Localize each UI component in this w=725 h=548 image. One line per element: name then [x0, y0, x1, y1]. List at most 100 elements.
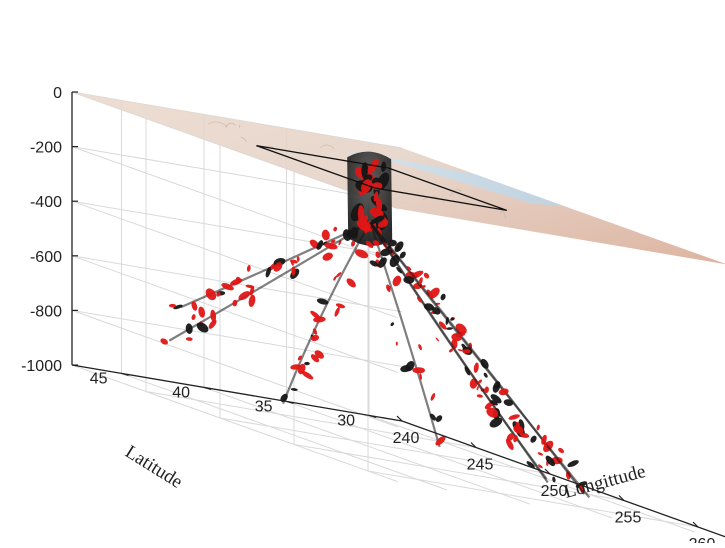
region-box — [256, 144, 508, 212]
grid-line — [219, 417, 551, 475]
plume-fragment — [508, 414, 520, 420]
grid-line — [367, 470, 699, 528]
grid-line — [71, 309, 398, 428]
plume-fragment — [542, 439, 547, 447]
plume-fragment — [400, 365, 411, 373]
plume-fragment — [390, 249, 393, 254]
plume-arm — [369, 221, 441, 448]
plume-fragment — [290, 364, 301, 370]
plume-fragment — [191, 314, 196, 321]
y-tick-label: 35 — [255, 398, 273, 415]
y-tick-mark — [121, 372, 129, 376]
plume-fragment — [208, 319, 217, 329]
z-tick-label: -800 — [30, 303, 62, 320]
plume-fragment — [238, 291, 251, 301]
plume-fragment — [503, 399, 514, 406]
plume-fragment — [387, 245, 391, 249]
plume-fragment — [476, 394, 483, 398]
z-tick-label: -200 — [30, 140, 62, 157]
grid-line — [71, 200, 403, 258]
y-axis — [71, 364, 403, 422]
plume-fragment — [432, 307, 441, 315]
plume-fragment — [185, 337, 193, 341]
plume-fragment — [446, 327, 453, 330]
plume-fragment — [373, 215, 385, 223]
plume-fragment — [489, 417, 503, 428]
plume-arm — [168, 221, 371, 342]
plume-fragment — [312, 328, 318, 335]
plume-fragment — [351, 240, 356, 247]
plume-fragment — [545, 455, 555, 467]
plume-fragment — [290, 261, 294, 266]
plume-fragment — [506, 433, 515, 442]
x-tick-mark — [470, 442, 477, 448]
plume-fragment — [334, 307, 340, 317]
surface-relief — [320, 144, 335, 149]
plume-fragment — [346, 278, 356, 288]
plume-fragment — [316, 298, 329, 305]
z-tick-label: -400 — [30, 194, 62, 211]
plume-fragment — [484, 386, 489, 394]
plume-fragment — [519, 432, 530, 438]
plume-fragment — [477, 379, 483, 384]
plume-fragment — [375, 251, 381, 259]
plume-fragment — [450, 317, 455, 321]
z-tick-label: -600 — [30, 249, 62, 266]
grid-line — [145, 391, 477, 448]
plume-fragment — [196, 322, 209, 333]
plume-fragment — [513, 425, 524, 434]
surface-sea — [345, 149, 565, 207]
plume-arm — [282, 221, 372, 405]
plume-fragment — [185, 323, 193, 334]
x-tick-mark — [692, 521, 699, 528]
plume-fragment — [416, 296, 422, 303]
plume-fragment — [321, 229, 330, 241]
grid-line — [71, 364, 398, 483]
plume-fragment — [435, 337, 439, 342]
z-tick-label: -1000 — [21, 358, 62, 375]
plume-fragment — [350, 227, 359, 239]
plume-fragment — [236, 276, 242, 282]
plume-fragment — [418, 344, 422, 351]
plume-fragment — [160, 338, 168, 345]
plume-fragment — [361, 224, 371, 232]
plume-fragment — [375, 197, 383, 211]
region-box-outline — [256, 144, 508, 212]
z-tick-label: 0 — [53, 85, 62, 102]
plume-fragment — [430, 393, 436, 401]
plume-fragment — [291, 266, 296, 276]
y-tick-mark — [286, 400, 294, 404]
x-tick-label: 245 — [467, 457, 494, 474]
plume-fragment — [419, 373, 422, 381]
plume-fragment — [440, 293, 446, 301]
grid-line — [286, 400, 613, 519]
plume-fragment — [248, 294, 256, 307]
plume-fragment — [552, 476, 556, 483]
plume-fragment — [387, 285, 391, 290]
plume-fragment — [324, 242, 338, 250]
plume-fragment — [362, 215, 369, 224]
plume-fragment — [537, 452, 543, 456]
plume-fragment — [373, 240, 380, 246]
x-tick-mark — [544, 468, 551, 475]
surface-relief — [422, 196, 440, 201]
plume-arm — [369, 221, 549, 484]
plume-fragment — [280, 393, 288, 403]
plume-fragment — [333, 275, 337, 281]
plume-fragment — [365, 241, 374, 248]
plume-fragment — [558, 447, 565, 454]
plume-fragment — [461, 343, 467, 350]
grid-line — [203, 386, 530, 505]
y-axis-label: Latitude — [121, 441, 186, 492]
plume-fragment — [322, 252, 333, 261]
plume-fragment — [421, 285, 426, 289]
plume-fragment — [249, 286, 255, 296]
plume-fragment — [526, 461, 535, 469]
plume-fragment — [429, 287, 440, 299]
surface-relief — [240, 137, 247, 143]
surface-relief — [224, 122, 236, 128]
plume-fragment — [363, 174, 373, 182]
plume-fragment — [451, 332, 463, 342]
plume-fragment — [310, 334, 320, 342]
